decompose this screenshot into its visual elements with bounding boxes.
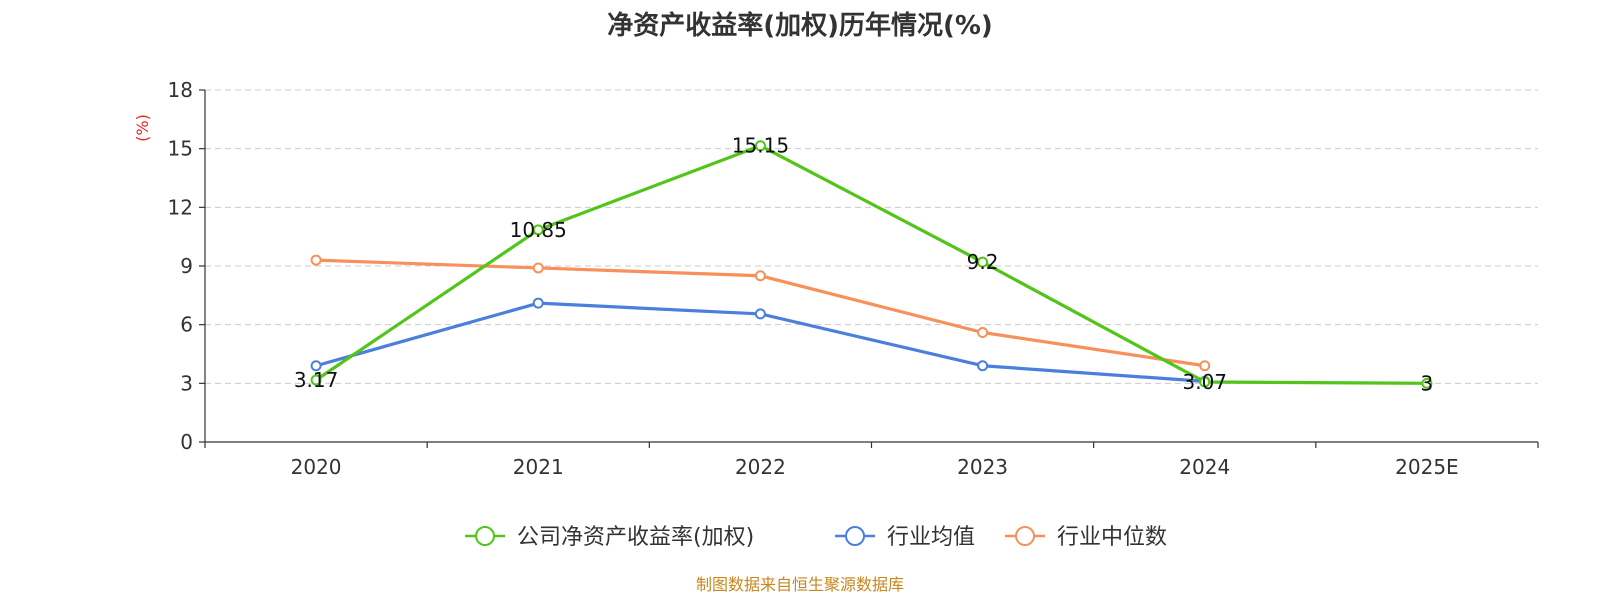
data-point [754,270,766,282]
data-point [1421,377,1433,389]
data-point [310,374,322,386]
data-label: 3.07 [1182,370,1227,394]
legend-marker-icon [845,526,865,546]
y-tick-label: 9 [180,254,193,278]
y-tick-label: 3 [180,371,193,395]
series-line-0 [315,144,1427,385]
y-tick-label: 15 [168,137,193,161]
y-tick-label: 12 [168,195,193,219]
data-point [1199,376,1211,388]
axes: 0 3 6 9 12 15 18 2020 2021 2022 2023 2024 2025E [168,78,1539,479]
data-labels: 3.17 10.85 15.15 9.2 3.07 3 [294,134,1433,396]
x-tick-label: 2023 [957,455,1008,479]
y-axis-label: (%) [133,114,152,142]
data-point [310,360,322,372]
series-lines [310,140,1433,389]
data-label: 15.15 [732,134,789,158]
chart-title: 净资产收益率(加权)历年情况(%) [607,10,993,41]
data-point [754,308,766,320]
x-tick-label: 2024 [1179,455,1230,479]
legend-label: 公司净资产收益率(加权) [517,525,754,550]
data-point [977,256,989,268]
source-note: 制图数据来自恒生聚源数据库 [696,575,904,594]
legend-item: 行业均值 [835,525,975,550]
data-point [754,140,766,152]
y-tick-label: 6 [180,313,193,337]
legend-marker-icon [1015,526,1035,546]
legend-label: 行业中位数 [1057,525,1167,550]
data-label: 9.2 [967,250,999,274]
x-tick-label: 2022 [735,455,786,479]
x-tick-label: 2025E [1395,455,1459,479]
data-point [977,360,989,372]
data-point [532,224,544,236]
data-point [977,326,989,338]
legend: 公司净资产收益率(加权) 行业均值 行业中位数 [465,525,1167,550]
legend-label: 行业均值 [887,525,975,550]
x-tick-label: 2021 [513,455,564,479]
data-point [532,297,544,309]
data-label: 3 [1421,371,1434,395]
data-point [1199,360,1211,372]
data-point [310,254,322,266]
legend-item: 公司净资产收益率(加权) [465,525,754,550]
legend-item: 行业中位数 [1005,525,1167,550]
legend-marker-icon [475,526,495,546]
y-tick-label: 18 [168,78,193,102]
data-label: 3.17 [294,368,339,392]
y-tick-label: 0 [180,430,193,454]
data-point [532,262,544,274]
x-tick-label: 2020 [291,455,342,479]
data-label: 10.85 [510,218,567,242]
